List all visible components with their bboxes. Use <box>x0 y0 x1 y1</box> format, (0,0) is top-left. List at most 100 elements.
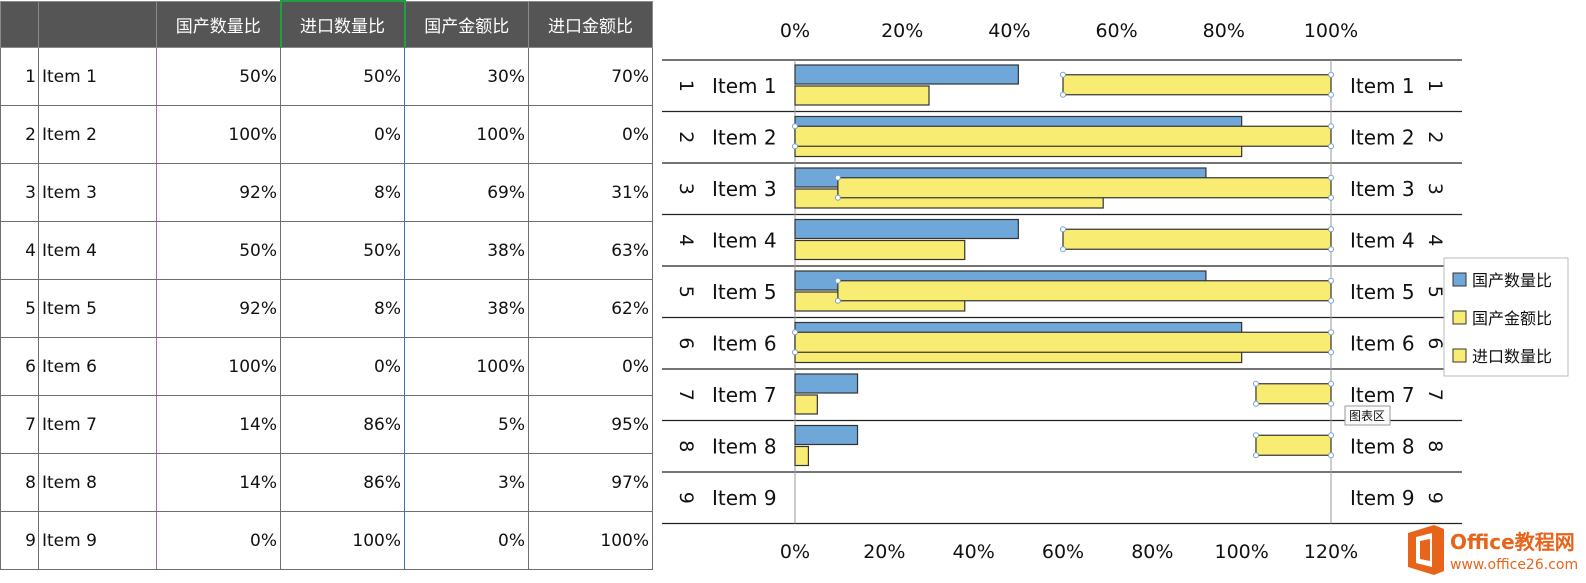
import-qty-cell[interactable]: 0% <box>280 337 405 396</box>
item-label-cell[interactable]: Item 7 <box>38 395 157 454</box>
bottom-axis-tick-label: 0% <box>780 541 810 563</box>
table-row: 2 Item 2 100% 0% 100% 0% <box>0 105 653 164</box>
domestic-amount-cell[interactable]: 38% <box>404 221 529 280</box>
header-row: 国产数量比 进口数量比 国产金额比 进口金额比 <box>0 0 653 48</box>
row-number-cell[interactable]: 9 <box>0 511 39 570</box>
header-cell-index[interactable] <box>0 0 39 48</box>
domestic-amount-cell[interactable]: 5% <box>404 395 529 454</box>
category-number-right: 9 <box>1424 492 1446 504</box>
import-qty-cell[interactable]: 0% <box>280 105 405 164</box>
domestic-amount-cell[interactable]: 100% <box>404 105 529 164</box>
axes: 0% 20% 40% 60% 80% 100% 0% 20% 40% 60% 80% 100% 120% <box>780 20 1358 563</box>
import-qty-cell[interactable]: 86% <box>280 453 405 512</box>
top-axis-tick-label: 60% <box>1095 20 1137 42</box>
chart-area[interactable]: 1 1 Item 1 Item 1 2 2 Item 2 Item 2 3 3 Item 3 Item… <box>662 0 1586 582</box>
tooltip-box <box>1344 405 1391 426</box>
item-label-cell[interactable]: Item 1 <box>38 47 157 106</box>
header-cell-domestic-qty[interactable]: 国产数量比 <box>156 0 281 48</box>
domestic-qty-cell[interactable]: 100% <box>156 105 281 164</box>
domestic-qty-cell[interactable]: 50% <box>156 221 281 280</box>
row-number-cell[interactable]: 6 <box>0 337 39 396</box>
import-qty-cell[interactable]: 50% <box>280 47 405 106</box>
row-number-cell[interactable]: 8 <box>0 453 39 512</box>
domestic-qty-cell[interactable]: 50% <box>156 47 281 106</box>
category-label-right: Item 5 <box>1350 280 1415 304</box>
bar-handle <box>1328 143 1334 150</box>
import-qty-cell[interactable]: 8% <box>280 279 405 338</box>
legend-entry[interactable]: 国产数量比 <box>1472 271 1552 290</box>
import-qty-cell[interactable]: 86% <box>280 395 405 454</box>
row-number-cell[interactable]: 5 <box>0 279 39 338</box>
import-amount-cell[interactable]: 95% <box>528 395 653 454</box>
domestic-qty-cell[interactable]: 100% <box>156 337 281 396</box>
row-number-cell[interactable]: 4 <box>0 221 39 280</box>
top-axis-tick-label: 0% <box>780 20 810 42</box>
import-qty-cell[interactable]: 100% <box>280 511 405 570</box>
row-number-cell[interactable]: 3 <box>0 163 39 222</box>
domestic-qty-cell[interactable]: 14% <box>156 453 281 512</box>
category-label-right: Item 4 <box>1350 228 1415 252</box>
domestic-qty-cell[interactable]: 92% <box>156 163 281 222</box>
import-amount-cell[interactable]: 70% <box>528 47 653 106</box>
category-number-left: 8 <box>675 440 697 452</box>
domestic-amount-cell[interactable]: 3% <box>404 453 529 512</box>
item-label-cell[interactable]: Item 5 <box>38 279 157 338</box>
bar-handle <box>792 349 798 356</box>
bar-handle <box>792 329 798 336</box>
item-label-cell[interactable]: Item 3 <box>38 163 157 222</box>
import-qty-cell[interactable]: 50% <box>280 221 405 280</box>
bar-domestic-qty <box>794 64 1019 85</box>
category-label-left: Item 7 <box>712 383 777 407</box>
domestic-qty-cell[interactable]: 0% <box>156 511 281 570</box>
top-axis-tick-label: 40% <box>988 20 1030 42</box>
domestic-amount-cell[interactable]: 38% <box>404 279 529 338</box>
domestic-amount-cell[interactable]: 30% <box>404 47 529 106</box>
header-cell-label[interactable] <box>38 0 157 48</box>
import-amount-cell[interactable]: 100% <box>528 511 653 570</box>
bar-import-qty <box>794 125 1332 147</box>
import-amount-cell[interactable]: 31% <box>528 163 653 222</box>
import-amount-cell[interactable]: 0% <box>528 105 653 164</box>
import-qty-cell[interactable]: 8% <box>280 163 405 222</box>
bar-handle <box>1328 246 1334 253</box>
header-cell-import-qty[interactable]: 进口数量比 <box>279 0 406 48</box>
domestic-amount-cell[interactable]: 100% <box>404 337 529 396</box>
bar-handle <box>1328 380 1334 387</box>
table-row: 8 Item 8 14% 86% 3% 97% <box>0 453 653 512</box>
bar-import-qty <box>1255 434 1332 456</box>
item-label-cell[interactable]: Item 9 <box>38 511 157 570</box>
bar-domestic-amount <box>794 394 818 415</box>
item-label-cell[interactable]: Item 6 <box>38 337 157 396</box>
bar-domestic-amount <box>794 445 809 467</box>
category-number-left: 9 <box>675 492 697 504</box>
bar-chart[interactable]: 1 1 Item 1 Item 1 2 2 Item 2 Item 2 3 3 Item 3 Item… <box>662 0 1586 582</box>
row-number-cell[interactable]: 2 <box>0 105 39 164</box>
import-amount-cell[interactable]: 62% <box>528 279 653 338</box>
domestic-qty-cell[interactable]: 92% <box>156 279 281 338</box>
header-cell-domestic-amount[interactable]: 国产金额比 <box>404 0 529 48</box>
bar-handle <box>1060 91 1066 98</box>
bar-handle <box>1060 226 1066 233</box>
row-number-cell[interactable]: 1 <box>0 47 39 106</box>
domestic-qty-cell[interactable]: 14% <box>156 395 281 454</box>
category-labels: 1 1 Item 1 Item 1 2 2 Item 2 Item 2 3 3 Item 3 Item… <box>675 74 1446 510</box>
header-cell-import-amount[interactable]: 进口金额比 <box>528 0 653 48</box>
item-label-cell[interactable]: Item 4 <box>38 221 157 280</box>
import-amount-cell[interactable]: 97% <box>528 453 653 512</box>
legend-entry[interactable]: 进口数量比 <box>1472 347 1552 366</box>
import-amount-cell[interactable]: 0% <box>528 337 653 396</box>
category-number-right: 5 <box>1424 286 1446 298</box>
category-label-left: Item 2 <box>712 125 777 149</box>
domestic-amount-cell[interactable]: 69% <box>404 163 529 222</box>
bar-handle <box>1060 71 1066 78</box>
legend-entry[interactable]: 国产金额比 <box>1472 309 1552 328</box>
legend-swatch <box>1452 310 1467 325</box>
row-number-cell[interactable]: 7 <box>0 395 39 454</box>
bar-handle <box>1328 277 1334 284</box>
import-amount-cell[interactable]: 63% <box>528 221 653 280</box>
item-label-cell[interactable]: Item 8 <box>38 453 157 512</box>
item-label-cell[interactable]: Item 2 <box>38 105 157 164</box>
domestic-amount-cell[interactable]: 0% <box>404 511 529 570</box>
bar-import-qty <box>794 331 1332 353</box>
